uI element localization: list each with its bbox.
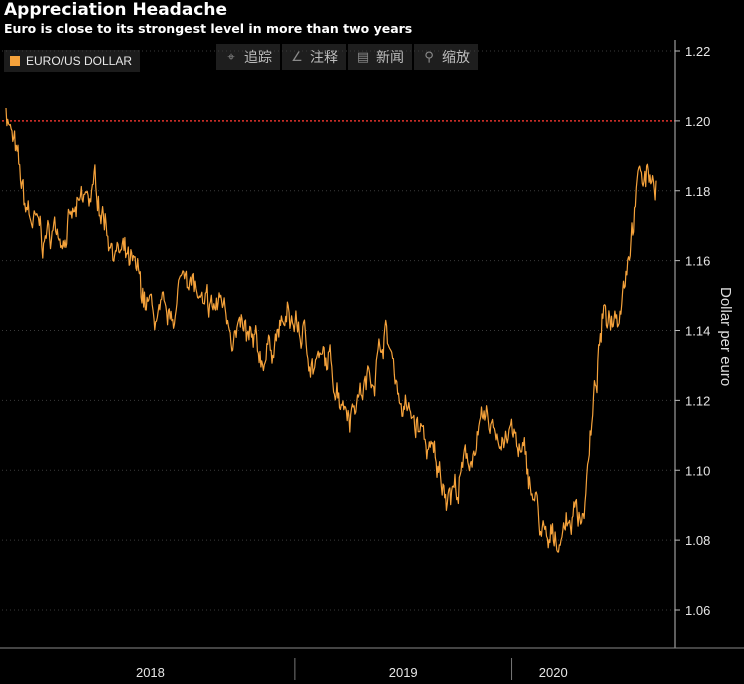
news-button[interactable]: ▤ 新闻 <box>348 44 412 70</box>
chart-subtitle: Euro is close to its strongest level in … <box>4 21 413 36</box>
pencil-icon: ∠ <box>291 49 303 65</box>
y-tick-label-1: 1.20 <box>685 114 710 129</box>
legend-swatch <box>10 56 20 66</box>
y-tick-label-2: 1.18 <box>685 184 710 199</box>
zoom-button[interactable]: ⚲ 缩放 <box>414 44 478 70</box>
y-axis-label: Dollar per euro <box>712 287 736 447</box>
x-tick-label-0: 2018 <box>136 665 165 680</box>
legend[interactable]: EURO/US DOLLAR <box>4 50 141 72</box>
y-tick-label-0: 1.22 <box>685 44 710 59</box>
y-tick-label-6: 1.10 <box>685 463 710 478</box>
annotate-button[interactable]: ∠ 注释 <box>282 44 346 70</box>
y-tick-label-7: 1.08 <box>685 533 710 548</box>
x-tick-label-1: 2019 <box>389 665 418 680</box>
y-tick-label-3: 1.16 <box>685 254 710 269</box>
y-tick-label-8: 1.06 <box>685 603 710 618</box>
news-icon: ▤ <box>356 49 370 65</box>
y-axis-label-text: Dollar per euro <box>717 287 734 387</box>
series-group <box>5 107 657 553</box>
zoom-label: 缩放 <box>442 50 470 66</box>
news-label: 新闻 <box>376 50 404 66</box>
y-tick-label-4: 1.14 <box>685 324 710 339</box>
track-button[interactable]: ⌖ 追踪 <box>216 44 280 70</box>
chart-title: Appreciation Headache <box>4 0 228 20</box>
zoom-icon: ⚲ <box>424 49 434 65</box>
grid-lines <box>2 50 675 611</box>
legend-label: EURO/US DOLLAR <box>26 54 133 68</box>
track-label: 追踪 <box>244 50 272 66</box>
x-tick-label-2: 2020 <box>539 665 568 680</box>
series-line-euro-usd <box>5 107 657 553</box>
axes-group: 1.22 1.20 1.18 1.16 1.14 1.12 1.10 1.08 1.06 2018… <box>0 40 744 680</box>
crosshair-icon: ⌖ <box>227 49 235 65</box>
annotate-label: 注释 <box>310 50 338 66</box>
chart-toolbar: ⌖ 追踪 ∠ 注释 ▤ 新闻 ⚲ 缩放 <box>216 44 478 70</box>
y-tick-label-5: 1.12 <box>685 393 710 408</box>
